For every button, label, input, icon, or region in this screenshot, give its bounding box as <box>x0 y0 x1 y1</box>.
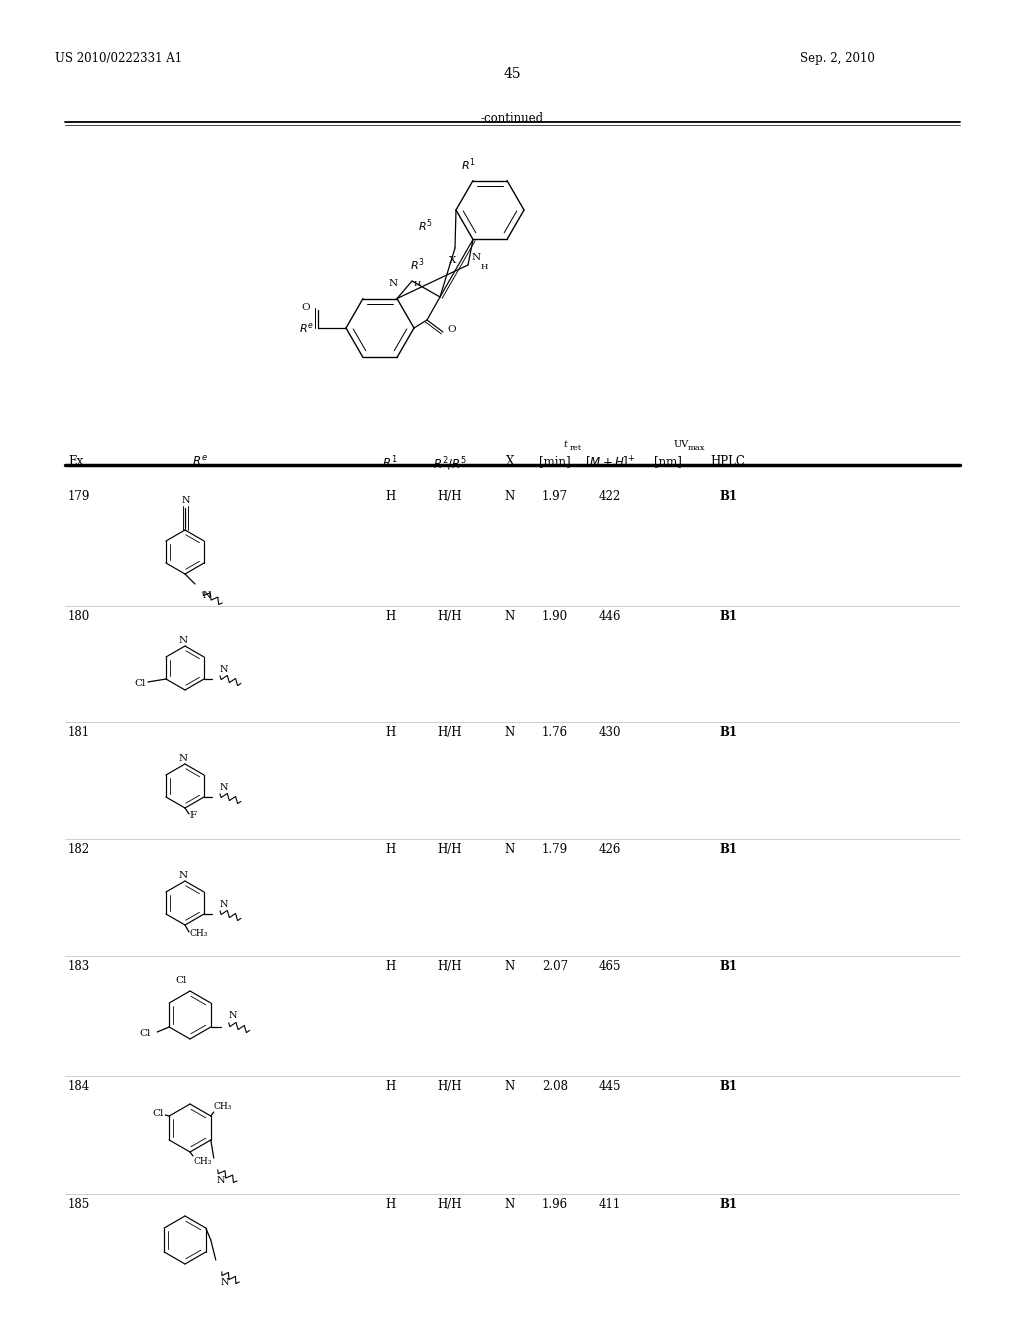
Text: 180: 180 <box>68 610 90 623</box>
Text: N: N <box>178 871 187 880</box>
Text: $R^{2}/R^{5}$: $R^{2}/R^{5}$ <box>433 455 467 473</box>
Text: $R^{1}$: $R^{1}$ <box>382 455 397 471</box>
Text: H: H <box>385 1199 395 1210</box>
Text: 445: 445 <box>599 1080 622 1093</box>
Text: X: X <box>450 256 457 265</box>
Text: 1.90: 1.90 <box>542 610 568 623</box>
Text: N: N <box>505 960 515 973</box>
Text: B1: B1 <box>719 726 737 739</box>
Text: H: H <box>414 280 421 288</box>
Text: 411: 411 <box>599 1199 622 1210</box>
Text: B1: B1 <box>719 490 737 503</box>
Text: Cl: Cl <box>176 975 187 985</box>
Text: N: N <box>472 253 481 261</box>
Text: H/H: H/H <box>437 610 462 623</box>
Text: US 2010/0222331 A1: US 2010/0222331 A1 <box>55 51 182 65</box>
Text: $R^{e}$: $R^{e}$ <box>299 321 314 335</box>
Text: N: N <box>389 280 398 289</box>
Text: H/H: H/H <box>437 843 462 855</box>
Text: B1: B1 <box>719 1080 737 1093</box>
Text: t: t <box>563 440 567 449</box>
Text: HPLC: HPLC <box>711 455 745 469</box>
Text: ret: ret <box>570 444 583 451</box>
Text: $R^{5}$: $R^{5}$ <box>418 218 433 234</box>
Text: $R^{1}$: $R^{1}$ <box>461 156 475 173</box>
Text: N: N <box>181 496 190 506</box>
Text: 446: 446 <box>599 610 622 623</box>
Text: H/H: H/H <box>437 726 462 739</box>
Text: O: O <box>447 326 456 334</box>
Text: CH₃: CH₃ <box>214 1102 232 1111</box>
Text: H: H <box>385 610 395 623</box>
Text: 1.97: 1.97 <box>542 490 568 503</box>
Text: -continued: -continued <box>480 112 544 125</box>
Text: H: H <box>385 843 395 855</box>
Text: B1: B1 <box>719 843 737 855</box>
Text: $R^{e}$: $R^{e}$ <box>193 455 208 469</box>
Text: 422: 422 <box>599 490 622 503</box>
Text: Sep. 2, 2010: Sep. 2, 2010 <box>800 51 874 65</box>
Text: B1: B1 <box>719 960 737 973</box>
Text: $[M + H]^{+}$: $[M + H]^{+}$ <box>585 455 635 471</box>
Text: 45: 45 <box>503 67 521 81</box>
Text: 1.96: 1.96 <box>542 1199 568 1210</box>
Text: X: X <box>506 455 514 469</box>
Text: N: N <box>505 726 515 739</box>
Text: N: N <box>505 1080 515 1093</box>
Text: H/H: H/H <box>437 490 462 503</box>
Text: 183: 183 <box>68 960 90 973</box>
Text: N: N <box>505 610 515 623</box>
Text: CH₃: CH₃ <box>194 1158 212 1166</box>
Text: B1: B1 <box>719 610 737 623</box>
Text: CH₃: CH₃ <box>190 929 208 939</box>
Text: 1.76: 1.76 <box>542 726 568 739</box>
Text: 430: 430 <box>599 726 622 739</box>
Text: Ex: Ex <box>68 455 83 469</box>
Text: N: N <box>221 1278 229 1287</box>
Text: 426: 426 <box>599 843 622 855</box>
Text: N: N <box>217 1176 225 1185</box>
Text: H: H <box>385 960 395 973</box>
Text: H/H: H/H <box>437 960 462 973</box>
Text: N: N <box>220 900 228 909</box>
Text: 181: 181 <box>68 726 90 739</box>
Text: H: H <box>385 1080 395 1093</box>
Text: F: F <box>189 812 197 821</box>
Text: 1.79: 1.79 <box>542 843 568 855</box>
Text: 182: 182 <box>68 843 90 855</box>
Text: max: max <box>688 444 706 451</box>
Text: N: N <box>228 1011 238 1020</box>
Text: N: N <box>178 754 187 763</box>
Text: N: N <box>505 1199 515 1210</box>
Text: H: H <box>385 726 395 739</box>
Text: H: H <box>481 263 488 271</box>
Text: 465: 465 <box>599 960 622 973</box>
Text: N: N <box>505 490 515 503</box>
Text: O: O <box>301 302 310 312</box>
Text: 2.08: 2.08 <box>542 1080 568 1093</box>
Text: N: N <box>505 843 515 855</box>
Text: 2.07: 2.07 <box>542 960 568 973</box>
Text: Cl: Cl <box>140 1028 152 1038</box>
Text: 179: 179 <box>68 490 90 503</box>
Text: 184: 184 <box>68 1080 90 1093</box>
Text: [min]: [min] <box>540 455 570 469</box>
Text: $R^{3}$: $R^{3}$ <box>411 256 425 273</box>
Text: N: N <box>203 591 212 601</box>
Text: B1: B1 <box>719 1199 737 1210</box>
Text: 185: 185 <box>68 1199 90 1210</box>
Text: UV: UV <box>674 440 689 449</box>
Text: H/H: H/H <box>437 1199 462 1210</box>
Text: H: H <box>385 490 395 503</box>
Text: N: N <box>178 636 187 645</box>
Text: Cl: Cl <box>134 680 146 689</box>
Text: N: N <box>220 783 228 792</box>
Text: [nm]: [nm] <box>654 455 682 469</box>
Text: H/H: H/H <box>437 1080 462 1093</box>
Text: N: N <box>220 665 228 675</box>
Text: Cl: Cl <box>153 1109 164 1118</box>
